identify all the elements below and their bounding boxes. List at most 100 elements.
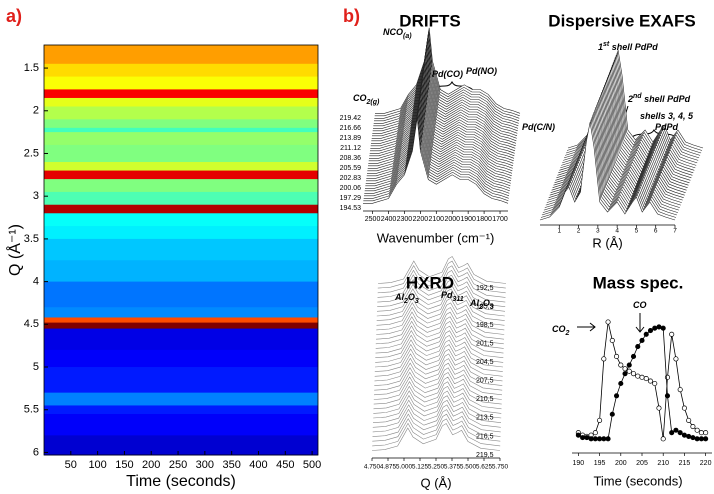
x-tick-label: 2 [577, 228, 581, 235]
data-point [664, 393, 671, 399]
data-point [660, 325, 666, 331]
x-tick-label: 4.750 [364, 464, 381, 471]
x-tick-label: 5.500 [460, 464, 477, 471]
trace [363, 112, 509, 199]
text-part: CO [633, 300, 647, 310]
heat-band [44, 97, 318, 107]
data-point [597, 436, 603, 442]
trace [377, 256, 507, 284]
heat-band [44, 132, 318, 146]
x-axis-label: Wavenumber (cm⁻¹) [377, 230, 495, 245]
trace [363, 115, 509, 202]
data-point [681, 432, 687, 438]
text-part: shells 3, 4, 5 [640, 111, 694, 121]
z-tick-label: 198,5 [476, 322, 494, 329]
trace [377, 260, 506, 289]
data-point [592, 430, 598, 436]
trace [374, 32, 520, 119]
text-part: O [483, 298, 490, 308]
text-part: (a) [403, 33, 412, 40]
trace [546, 104, 682, 203]
trace [364, 107, 510, 194]
x-tick-label: 2300 [397, 216, 413, 223]
annotation: Al2O3 [394, 292, 419, 305]
y-tick-label: 3.5 [24, 233, 39, 245]
z-tick-label: 211.12 [340, 145, 361, 152]
z-tick-label: 197.29 [340, 195, 362, 202]
heat-band [44, 226, 318, 240]
z-tick-label: 200.06 [340, 185, 362, 192]
x-tick-label: 200 [142, 459, 160, 471]
text-part: 2 [565, 330, 570, 337]
trace [367, 82, 513, 169]
trace [548, 99, 684, 198]
trace [377, 274, 506, 303]
y-tick-label: 4 [33, 276, 39, 288]
heat-band [44, 76, 318, 90]
trace [543, 112, 679, 211]
panel-title: HXRD [406, 273, 454, 292]
data-point [601, 436, 607, 442]
data-point [647, 378, 654, 384]
data-point [694, 436, 700, 442]
trace [366, 90, 512, 177]
x-tick-label: 2100 [429, 216, 445, 223]
x-tick-label: 50 [65, 459, 77, 471]
z-tick-label: 201,5 [476, 341, 494, 348]
text-part: Pd(NO) [466, 66, 497, 76]
plot-frame [43, 44, 319, 456]
x-tick-label: 5 [635, 228, 639, 235]
data-point [639, 374, 645, 380]
traces [539, 49, 704, 222]
text-part: 2 [403, 298, 408, 305]
x-tick-label: 1700 [492, 216, 508, 223]
data-point [575, 432, 581, 438]
x-tick-label: 5.750 [492, 464, 509, 471]
x-tick-label: 4 [615, 228, 619, 235]
text-part: NCO [383, 27, 403, 37]
trace [364, 110, 510, 197]
text-part: 1 [598, 42, 603, 52]
annotation: CO [633, 300, 647, 310]
x-axis-label: R (Å) [592, 235, 622, 250]
x-axis-label: Q (Å) [420, 475, 451, 490]
trace [375, 316, 504, 345]
x-tick-label: 350 [222, 459, 240, 471]
x-tick-label: 1 [557, 228, 561, 235]
heat-band [44, 392, 318, 406]
data-point [686, 433, 692, 439]
trace [372, 399, 501, 428]
x-tick-label: 195 [594, 460, 606, 467]
text-part: 2 [478, 304, 483, 311]
trace [374, 348, 503, 377]
text-part: CO [552, 324, 566, 334]
z-tick-label: 216.66 [340, 125, 362, 132]
trace [560, 69, 696, 169]
annotation: Pd311 [441, 290, 464, 303]
trace [366, 95, 512, 182]
y-axis-label: Q (Å⁻¹) [5, 224, 24, 276]
trace [373, 372, 502, 400]
data-point [643, 376, 649, 382]
trace [372, 47, 518, 134]
trace [372, 413, 501, 442]
data-point [597, 417, 603, 423]
traces [363, 27, 521, 208]
trace [363, 117, 509, 204]
trace [375, 320, 504, 349]
trace [373, 367, 503, 396]
trace [368, 80, 514, 167]
data-point [588, 436, 594, 442]
y-tick-label: 6 [33, 446, 39, 458]
trace [553, 87, 689, 186]
heat-band [44, 170, 318, 180]
trace [367, 87, 513, 174]
trace [364, 105, 510, 192]
data-point [609, 337, 615, 344]
trace [372, 395, 502, 423]
data-point [673, 427, 679, 433]
data-point [652, 325, 658, 331]
z-tick-label: 194.53 [340, 205, 362, 212]
trace [374, 362, 503, 391]
x-tick-label: 1900 [460, 216, 476, 223]
